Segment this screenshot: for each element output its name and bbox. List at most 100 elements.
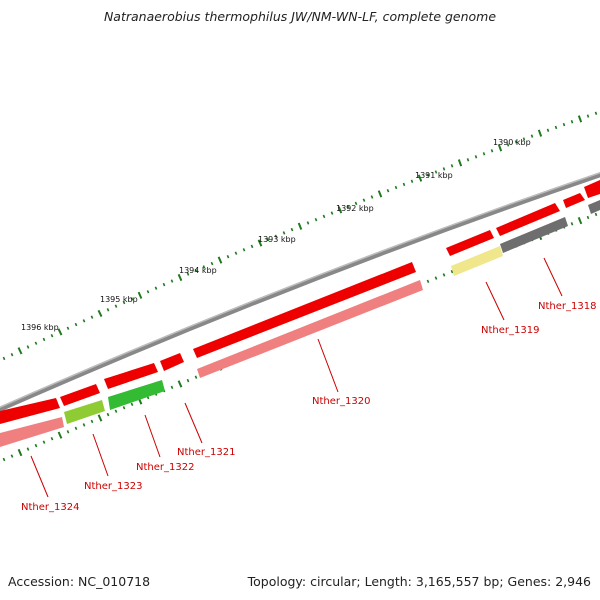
minor-tick <box>210 261 214 266</box>
minor-tick <box>146 290 150 294</box>
minor-tick <box>410 179 414 183</box>
minor-tick <box>506 143 510 147</box>
minor-tick <box>586 114 590 118</box>
minor-tick <box>434 276 438 280</box>
gene-arrow-outer-5[interactable] <box>104 363 158 389</box>
gene-arrow-outer-1[interactable] <box>563 193 585 208</box>
minor-tick <box>74 322 78 327</box>
minor-tick <box>42 440 46 444</box>
gene-arrow-outer-3[interactable] <box>446 230 494 256</box>
gene-label-nther-1318[interactable]: Nther_1318 <box>538 301 596 312</box>
minor-tick <box>10 454 14 458</box>
map-title: Natranaerobius thermophilus JW/NM-WN-LF,… <box>103 9 497 24</box>
genome-backbone-highlight <box>0 171 600 408</box>
minor-tick <box>586 215 590 220</box>
minor-tick <box>26 345 30 349</box>
gene-bar-nther-1323[interactable] <box>64 400 105 424</box>
minor-tick <box>250 244 254 249</box>
major-tick <box>577 115 583 123</box>
gene-arrow-outer-6[interactable] <box>60 384 100 406</box>
minor-tick <box>82 319 86 323</box>
tick-label-1396: 1396 kbp <box>21 323 59 332</box>
minor-tick <box>106 412 110 417</box>
gene-bar-nther-1318[interactable] <box>500 217 568 253</box>
minor-tick <box>50 333 54 338</box>
minor-tick <box>26 447 30 451</box>
accession-label: Accession: NC_010718 <box>8 574 151 589</box>
minor-tick <box>2 457 6 462</box>
minor-tick <box>266 237 270 242</box>
leader-nther-1322 <box>144 414 161 458</box>
gene-label-nther-1324[interactable]: Nther_1324 <box>21 502 79 513</box>
minor-tick <box>74 426 78 431</box>
major-tick <box>57 431 63 439</box>
minor-tick <box>34 443 38 448</box>
minor-tick <box>514 140 518 144</box>
minor-tick <box>362 198 366 202</box>
forward-strand <box>0 180 600 424</box>
gene-bar-edge-right[interactable] <box>588 200 600 214</box>
reverse-strand <box>0 200 600 447</box>
minor-tick <box>226 254 230 259</box>
leader-nther-1321 <box>184 402 203 444</box>
minor-tick <box>186 272 190 276</box>
gene-arrow-outer-edge-right[interactable] <box>584 180 600 198</box>
gene-bar-nther-1322[interactable] <box>108 380 165 410</box>
minor-tick <box>314 217 318 222</box>
tick-label-1395: 1395 kbp <box>100 295 138 304</box>
gene-arrow-outer-7[interactable] <box>0 398 60 424</box>
major-tick <box>577 217 583 225</box>
minor-tick <box>10 352 14 357</box>
minor-tick <box>426 279 430 284</box>
gene-arrow-nther-1320[interactable] <box>193 262 416 358</box>
minor-tick <box>194 268 198 273</box>
major-tick <box>17 448 23 457</box>
minor-tick <box>442 167 446 171</box>
minor-tick <box>594 111 598 115</box>
minor-tick <box>2 356 6 361</box>
minor-tick <box>194 375 198 379</box>
minor-tick <box>42 337 46 342</box>
minor-tick <box>202 265 206 269</box>
major-tick <box>497 144 503 152</box>
minor-tick <box>122 300 126 305</box>
gene-label-nther-1323[interactable]: Nther_1323 <box>84 481 142 492</box>
major-tick <box>97 309 103 318</box>
minor-tick <box>434 170 438 174</box>
minor-tick <box>482 152 486 156</box>
gene-arrow-outer-2[interactable] <box>496 203 560 236</box>
major-tick <box>217 256 223 264</box>
minor-tick <box>426 173 430 177</box>
gene-arrow-outer-4[interactable] <box>160 353 184 371</box>
minor-tick <box>114 409 118 413</box>
major-tick <box>457 159 463 167</box>
minor-tick <box>234 251 238 255</box>
minor-tick <box>322 214 326 219</box>
minor-tick <box>546 128 550 132</box>
minor-tick <box>170 385 174 390</box>
tick-label-1391: 1391 kbp <box>415 171 453 180</box>
minor-tick <box>570 222 574 226</box>
minor-tick <box>570 120 574 124</box>
minor-tick <box>394 185 398 190</box>
leader-nther-1324 <box>30 455 49 498</box>
genome-backbone <box>0 172 600 412</box>
genome-summary: Topology: circular; Length: 3,165,557 bp… <box>247 574 591 589</box>
minor-tick <box>402 182 406 187</box>
minor-tick <box>122 406 126 410</box>
gene-label-nther-1320[interactable]: Nther_1320 <box>312 396 370 407</box>
leader-nther-1320 <box>317 338 339 393</box>
gene-bar-nther-1319[interactable] <box>451 246 503 276</box>
gene-label-nther-1322[interactable]: Nther_1322 <box>136 462 194 473</box>
minor-tick <box>450 269 454 274</box>
minor-tick <box>170 279 174 283</box>
major-tick <box>137 291 143 299</box>
gene-bar-nther-1320[interactable] <box>197 280 423 378</box>
gene-bar-nther-1324[interactable] <box>0 417 64 447</box>
minor-tick <box>370 195 374 199</box>
major-tick <box>337 206 343 214</box>
tick-label-1392: 1392 kbp <box>336 204 374 213</box>
gene-label-nther-1321[interactable]: Nther_1321 <box>177 447 235 458</box>
gene-label-nther-1319[interactable]: Nther_1319 <box>481 325 539 336</box>
